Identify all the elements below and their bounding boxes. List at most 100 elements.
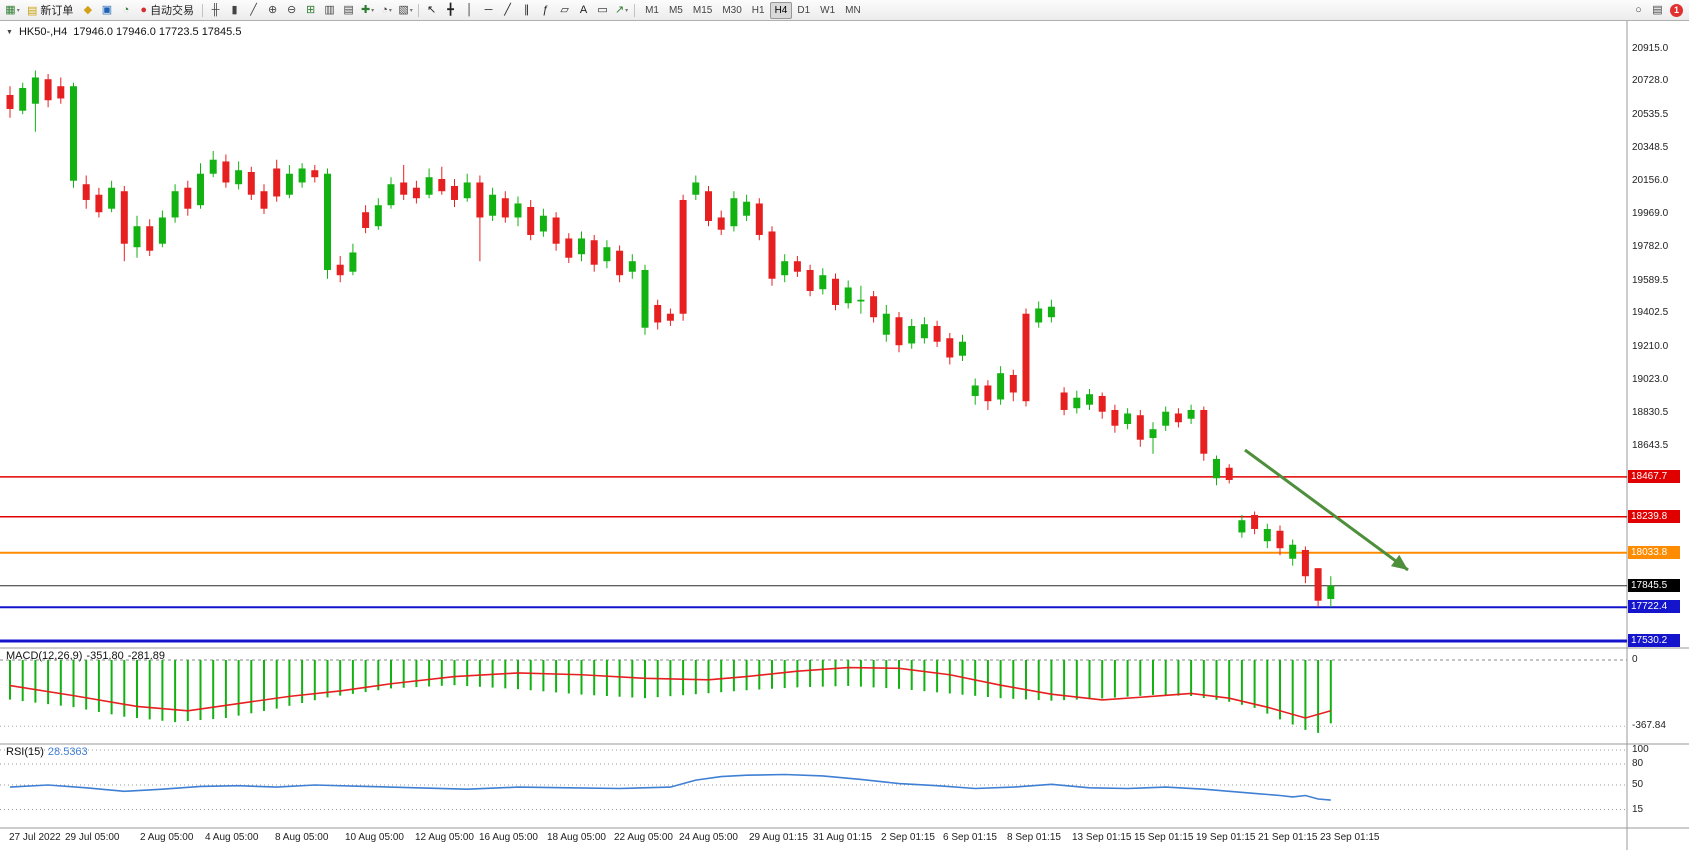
price-scale[interactable] xyxy=(1627,20,1689,850)
fibonacci-icon: ƒ xyxy=(542,3,549,16)
vertical-line-icon: │ xyxy=(466,3,473,16)
notifications-badge[interactable]: 1 xyxy=(1670,3,1683,17)
rsi-pane xyxy=(0,749,1627,810)
main-toolbar: ▦ ▾ ▤ 新订单 ◆ ▣ ◔ ● 自动交易 ╫ ▮ ╱ ⊕ ⊖ ⊞ ▥ ▤ ✚ ▾ ◔ ▾ ▧ ▾ ↖ ╋ │ ─ ╱ ∥ ƒ ▱ A ▭ ↗ ▾… xyxy=(0,0,1689,21)
timeframe-m15[interactable]: M15 xyxy=(692,4,713,16)
autotrade-status-icon: ● xyxy=(140,4,148,16)
indicators-icon: ✚ xyxy=(360,3,371,16)
templates-icon: ▧ xyxy=(398,3,409,16)
chat-icon: ▤ xyxy=(1652,3,1663,16)
toolbar-separator xyxy=(418,3,420,17)
horizontal-line-icon[interactable]: ─ xyxy=(479,2,498,18)
templates-icon[interactable]: ▧ ▾ xyxy=(396,2,415,18)
symbol-period-label: HK50-,H4 xyxy=(18,26,68,38)
chart-shift-icon[interactable]: ◆ xyxy=(78,2,97,18)
rsi-value: 28.5363 xyxy=(47,746,88,758)
macd-signal-value: -281.89 xyxy=(127,650,166,662)
cursor-icon: ↖ xyxy=(426,3,437,16)
shapes-icon[interactable]: ▱ xyxy=(555,2,574,18)
toolbar-separator xyxy=(634,3,636,17)
cursor-icon[interactable]: ↖ xyxy=(422,2,441,18)
horizontal-line-icon: ─ xyxy=(484,3,493,16)
fibonacci-icon[interactable]: ƒ xyxy=(536,2,555,18)
zoom-in-icon: ⊕ xyxy=(267,3,278,16)
chevron-down-icon: ▼ xyxy=(6,28,13,36)
toolbar-separator xyxy=(202,3,204,17)
auto-trading-button-label: 自动交易 xyxy=(150,5,195,17)
horizontal-level-lines[interactable] xyxy=(0,476,1627,643)
timeframe-m30[interactable]: M30 xyxy=(722,4,742,16)
trend-arrow[interactable] xyxy=(1244,448,1409,572)
tile-windows-icon: ⊞ xyxy=(305,3,316,16)
macd-name: MACD(12,26,9) xyxy=(6,650,83,662)
navigator-icon[interactable]: ◔ xyxy=(116,2,135,18)
line-chart-icon: ╱ xyxy=(250,3,257,16)
macd-pane xyxy=(0,659,1627,733)
search-symbols-icon: ○ xyxy=(1635,3,1642,16)
market-watch-icon[interactable]: ▣ xyxy=(97,2,116,18)
timeframe-m5[interactable]: M5 xyxy=(668,4,683,16)
chevron-down-icon: ▾ xyxy=(625,7,629,14)
tile-windows-icon[interactable]: ⊞ xyxy=(301,2,320,18)
navigator-icon: ◔ xyxy=(122,3,130,16)
arrows-icon: ↗ xyxy=(614,3,625,16)
line-chart-icon[interactable]: ╱ xyxy=(244,2,263,18)
zoom-out-icon[interactable]: ⊖ xyxy=(282,2,301,18)
new-order-button[interactable]: ▤ 新订单 xyxy=(22,2,78,18)
document-icon: ▤ xyxy=(27,4,38,17)
candlestick-chart-icon: ▮ xyxy=(231,3,238,16)
chevron-down-icon: ▾ xyxy=(388,7,392,14)
timeframe-h1[interactable]: H1 xyxy=(751,4,765,16)
timeframe-w1[interactable]: W1 xyxy=(820,4,836,16)
indicators-icon[interactable]: ✚ ▾ xyxy=(358,2,377,18)
candlestick-chart-icon[interactable]: ▮ xyxy=(225,2,244,18)
rsi-indicator-label: RSI(15) 28.5363 xyxy=(6,746,92,758)
bar-chart-icon[interactable]: ╫ xyxy=(206,2,225,18)
arrows-icon[interactable]: ↗ ▾ xyxy=(612,2,631,18)
cascade-windows-icon[interactable]: ▤ xyxy=(339,2,358,18)
trendline-icon: ╱ xyxy=(504,3,511,16)
crosshair-icon: ╋ xyxy=(447,3,454,16)
chart-shift-icon: ◆ xyxy=(83,3,93,16)
timeframe-mn[interactable]: MN xyxy=(845,4,861,16)
chevron-down-icon: ▾ xyxy=(16,7,20,14)
arrow-label-icon[interactable]: ▭ xyxy=(593,2,612,18)
chevron-down-icon: ▾ xyxy=(409,7,413,14)
time-scale[interactable] xyxy=(0,828,1627,850)
timeframe-h4[interactable]: H4 xyxy=(769,1,793,19)
arrow-label-icon: ▭ xyxy=(597,3,608,16)
shapes-icon: ▱ xyxy=(560,3,569,16)
timeframe-m1[interactable]: M1 xyxy=(645,4,659,16)
macd-indicator-label: MACD(12,26,9) -351.80 -281.89 xyxy=(6,650,169,662)
periods-icon: ◔ xyxy=(381,3,388,16)
timeframe-group: M1 M5 M15 M30 H1 H4 D1 W1 MN xyxy=(640,1,866,19)
chevron-down-icon: ▾ xyxy=(371,7,375,14)
vertical-line-icon[interactable]: │ xyxy=(460,2,479,18)
crosshair-icon[interactable]: ╋ xyxy=(441,2,460,18)
periods-icon[interactable]: ◔ ▾ xyxy=(377,2,396,18)
auto-arrange-icon: ▥ xyxy=(324,3,335,16)
ohlc-values: 17946.0 17946.0 17723.5 17845.5 xyxy=(73,26,242,38)
channel-icon[interactable]: ∥ xyxy=(517,2,536,18)
auto-trading-button[interactable]: ● 自动交易 xyxy=(135,2,199,18)
text-icon[interactable]: A xyxy=(574,2,593,18)
chart-symbol-chip[interactable]: ▼ HK50-,H4 17946.0 17946.0 17723.5 17845… xyxy=(6,26,241,38)
bar-chart-icon: ╫ xyxy=(211,3,220,16)
chat-icon[interactable]: ▤ xyxy=(1648,2,1667,18)
zoom-in-icon[interactable]: ⊕ xyxy=(263,2,282,18)
new-chart-icon: ▦ xyxy=(5,3,16,16)
auto-arrange-icon[interactable]: ▥ xyxy=(320,2,339,18)
market-watch-icon: ▣ xyxy=(101,3,113,16)
candles xyxy=(6,70,1335,608)
new-order-button-label: 新订单 xyxy=(40,5,74,17)
rsi-name: RSI(15) xyxy=(6,746,44,758)
zoom-out-icon: ⊖ xyxy=(286,3,297,16)
text-icon: A xyxy=(579,3,588,16)
channel-icon: ∥ xyxy=(523,3,530,16)
macd-main-value: -351.80 xyxy=(86,650,124,662)
new-chart-icon[interactable]: ▦ ▾ xyxy=(3,2,22,18)
timeframe-d1[interactable]: D1 xyxy=(797,4,811,16)
trendline-icon[interactable]: ╱ xyxy=(498,2,517,18)
search-symbols-icon[interactable]: ○ xyxy=(1629,2,1648,18)
